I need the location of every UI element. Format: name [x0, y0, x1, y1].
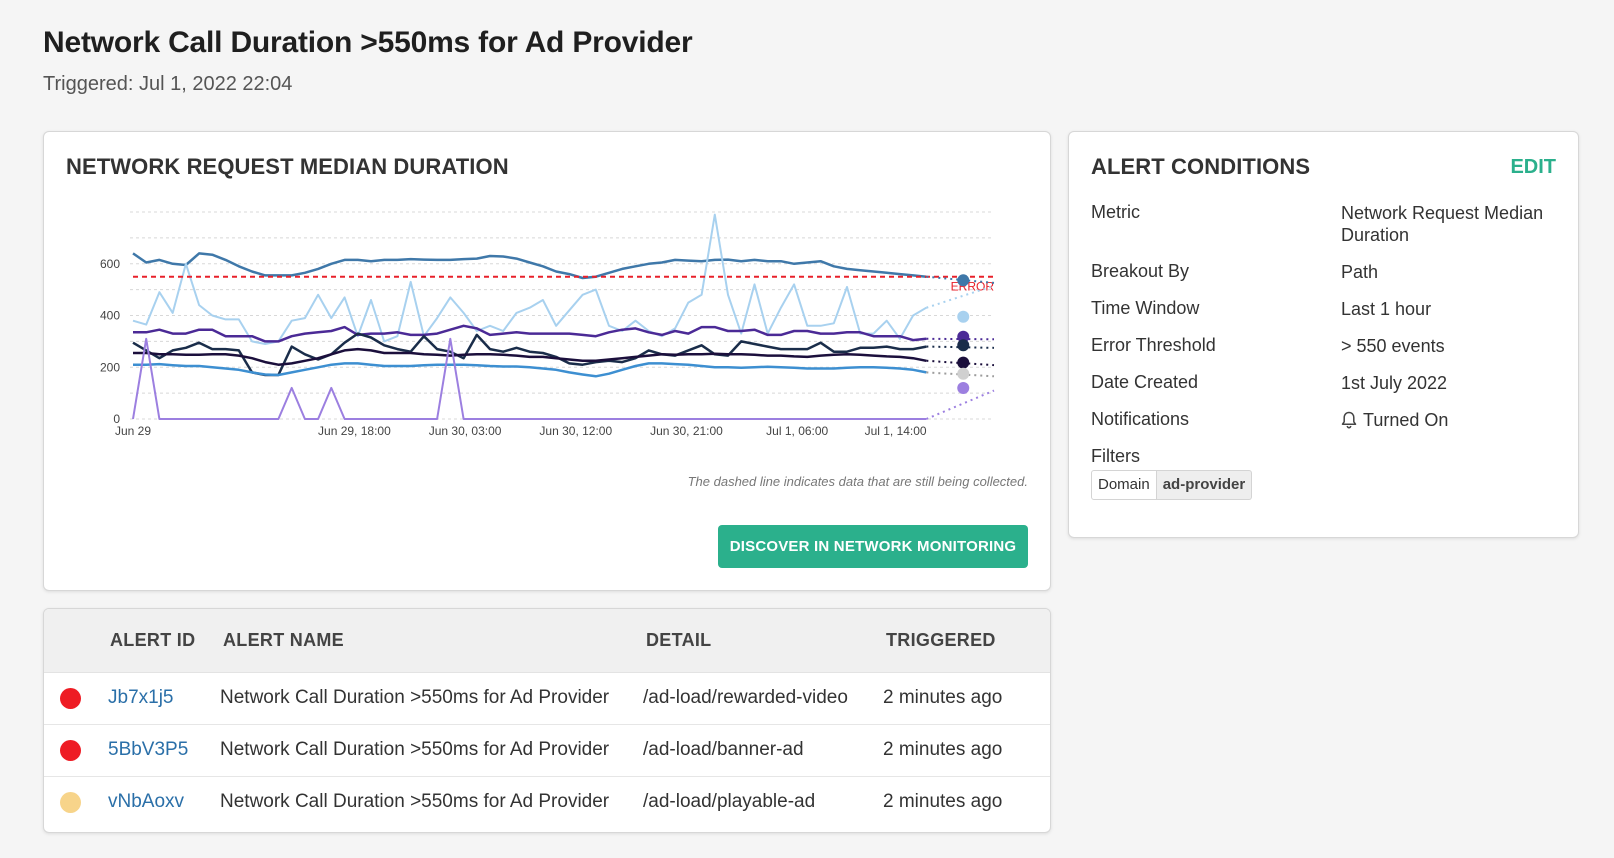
current-value-point	[957, 330, 970, 343]
page-title: Network Call Duration >550ms for Ad Prov…	[43, 26, 693, 59]
edit-conditions-link[interactable]: EDIT	[1510, 156, 1556, 178]
alert-detail: /ad-load/banner-ad	[643, 739, 804, 760]
x-tick-label: Jun 30, 03:00	[429, 424, 502, 438]
series-line	[133, 324, 927, 343]
x-tick-label: Jun 29, 18:00	[318, 424, 391, 438]
y-tick-label: 400	[100, 309, 120, 323]
current-value-point	[957, 367, 970, 380]
chart-title: NETWORK REQUEST MEDIAN DURATION	[66, 154, 509, 179]
series-line	[133, 362, 927, 378]
alert-triggered: 2 minutes ago	[883, 739, 1003, 760]
alert-name: Network Call Duration >550ms for Ad Prov…	[220, 687, 610, 708]
x-tick-label: Jun 30, 21:00	[650, 424, 723, 438]
collecting-dashed-line	[925, 389, 995, 420]
condition-value: 1st July 2022	[1341, 373, 1448, 393]
x-tick-label: Jun 30, 12:00	[539, 424, 612, 438]
alert-conditions-title: ALERT CONDITIONS	[1091, 154, 1311, 179]
alert-id-link[interactable]: vNbAoxv	[108, 791, 185, 812]
y-tick-label: 200	[100, 360, 120, 374]
alert-detail: /ad-load/playable-ad	[643, 791, 816, 812]
y-tick-label: 0	[113, 412, 120, 426]
condition-label: Time Window	[1091, 298, 1200, 318]
current-value-point	[957, 356, 970, 369]
table-row[interactable]: Jb7x1j5 Network Call Duration >550ms for…	[44, 673, 1050, 725]
current-value-point	[957, 381, 970, 394]
series-line	[132, 252, 927, 280]
y-tick-label: 600	[100, 257, 120, 271]
filter-chip: Domain ad-provider	[1091, 470, 1253, 500]
current-value-point	[957, 310, 970, 323]
condition-label: Error Threshold	[1091, 335, 1216, 355]
x-tick-label: Jul 1, 06:00	[766, 424, 828, 438]
status-dot	[60, 792, 81, 813]
chart-note: The dashed line indicates data that are …	[687, 474, 1028, 489]
alert-id-link[interactable]: 5BbV3P5	[108, 739, 189, 760]
triggered-timestamp: Triggered: Jul 1, 2022 22:04	[43, 73, 293, 95]
alert-triggered: 2 minutes ago	[883, 687, 1003, 708]
filters-label: Filters	[1091, 446, 1140, 466]
column-header-alert-id: ALERT ID	[110, 630, 196, 650]
series-line	[132, 213, 927, 345]
condition-label: Breakout By	[1091, 261, 1190, 281]
alert-detail: /ad-load/rewarded-video	[643, 687, 848, 708]
condition-value: Path	[1341, 262, 1379, 282]
condition-value: > 550 events	[1341, 336, 1445, 356]
condition-label: Metric	[1091, 202, 1140, 222]
table-row[interactable]: 5BbV3P5 Network Call Duration >550ms for…	[44, 725, 1050, 777]
alert-triggered: 2 minutes ago	[883, 791, 1003, 812]
condition-value: Network Request Median Duration	[1341, 203, 1544, 245]
current-value-point	[957, 274, 970, 287]
x-tick-label: Jul 1, 14:00	[865, 424, 927, 438]
x-tick-label: Jun 29	[115, 424, 151, 438]
condition-label: Notifications	[1091, 409, 1190, 429]
status-dot	[60, 688, 81, 709]
alert-name: Network Call Duration >550ms for Ad Prov…	[220, 739, 610, 760]
alert-id-link[interactable]: Jb7x1j5	[108, 687, 174, 708]
notifications-status: Turned On	[1363, 410, 1449, 430]
notifications-value: Turned On	[1341, 409, 1561, 434]
discover-network-monitoring-button[interactable]: DISCOVER IN NETWORK MONITORING	[718, 525, 1028, 568]
column-header-detail: DETAIL	[646, 630, 712, 650]
current-value-point	[957, 339, 970, 352]
bell-icon	[1341, 411, 1357, 434]
table-row[interactable]: vNbAoxv Network Call Duration >550ms for…	[44, 777, 1050, 829]
alert-name: Network Call Duration >550ms for Ad Prov…	[220, 791, 610, 812]
column-header-triggered: TRIGGERED	[886, 630, 996, 650]
series-line	[133, 347, 927, 366]
status-dot	[60, 740, 81, 761]
alert-conditions-card: ALERT CONDITIONS EDIT Metric Network Req…	[1068, 131, 1579, 538]
alerts-table: ALERT ID ALERT NAME DETAIL TRIGGERED Jb7…	[43, 608, 1051, 833]
condition-value: Last 1 hour	[1341, 299, 1432, 319]
condition-label: Date Created	[1091, 372, 1199, 392]
table-header: ALERT ID ALERT NAME DETAIL TRIGGERED	[44, 609, 1050, 673]
chart-card: NETWORK REQUEST MEDIAN DURATION 0 200 400 6…	[43, 131, 1051, 591]
column-header-alert-name: ALERT NAME	[223, 630, 344, 650]
series-line	[132, 337, 927, 420]
filter-key: Domain	[1091, 470, 1157, 500]
median-duration-chart: 0 200 400 600 Jun 29 Jun 29, 18:00 Jun 30, 03:…	[100, 211, 995, 438]
filter-value: ad-provider	[1156, 470, 1253, 500]
